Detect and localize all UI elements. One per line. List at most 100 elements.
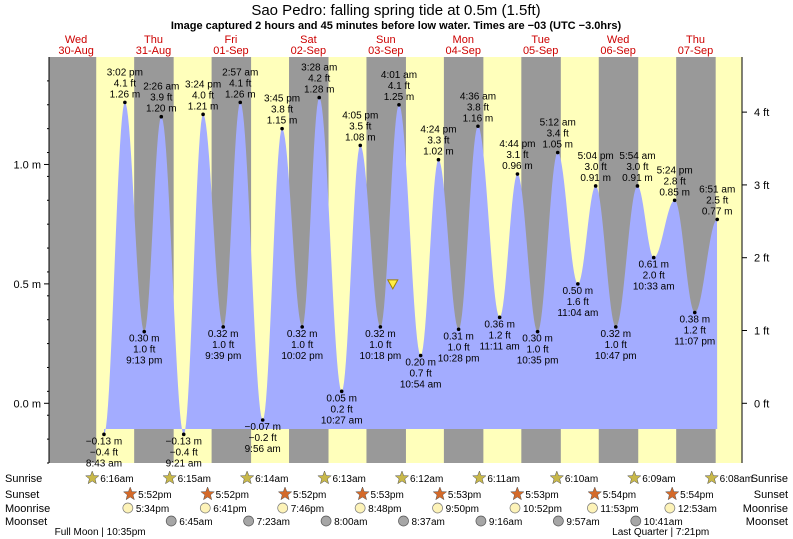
- tide-label: 10:28 pm: [438, 353, 480, 364]
- moonset-icon: [630, 515, 642, 527]
- tide-label: 3.9 ft: [150, 93, 172, 104]
- moonset-time: 7:23am: [257, 517, 290, 528]
- tide-label: 4:44 pm: [499, 139, 535, 150]
- tide-label: 10:47 pm: [595, 351, 637, 362]
- moonrise-icon: [509, 502, 521, 514]
- tide-label: 1.0 ft: [291, 340, 313, 351]
- almanac-label-right: Moonrise: [743, 503, 788, 515]
- tide-point: [593, 184, 598, 188]
- moonset-time: 9:16am: [489, 517, 522, 528]
- moonrise-time: 9:50pm: [446, 504, 479, 515]
- tide-point: [715, 217, 720, 222]
- tide-label: −0.4 ft: [90, 447, 118, 458]
- tide-label: 10:33 am: [633, 282, 675, 293]
- tide-point: [672, 198, 677, 203]
- day-name: Tue: [531, 34, 550, 46]
- moonset-time: 8:37am: [412, 517, 445, 528]
- sun-star-icon: [317, 470, 332, 485]
- day-date: 04-Sep: [446, 45, 481, 57]
- sun-star-icon: [200, 486, 215, 501]
- moonrise-icon: [199, 502, 211, 514]
- tide-label: 0.7 ft: [410, 369, 432, 380]
- plot-frame: 1.0 m 0.5 m 0.0 m 4 ft 3 ft 2 ft 1 ft 0 ft: [13, 57, 769, 464]
- sun-star-icon: [162, 470, 177, 485]
- tide-point: [535, 329, 540, 334]
- day-date: 30-Aug: [58, 45, 93, 57]
- tide-point: [260, 418, 265, 422]
- almanac-label-right: Sunset: [754, 489, 788, 501]
- sun-star-icon: [122, 486, 138, 501]
- tide-label: 0.32 m: [365, 329, 396, 340]
- tide-label: 6:51 am: [699, 184, 735, 195]
- tide-label: 0.38 m: [679, 315, 710, 326]
- tide-point: [635, 184, 640, 188]
- tide-label: 11:11 am: [480, 341, 520, 352]
- moonrise-icon: [122, 502, 134, 514]
- tide-point: [555, 150, 560, 155]
- tide-label: 1.02 m: [423, 147, 454, 158]
- tide-point: [397, 102, 401, 107]
- day-name: Wed: [607, 34, 629, 46]
- sun-star-icon: [394, 470, 410, 485]
- almanac-label-left: Sunset: [5, 489, 39, 501]
- tide-label: 5:24 pm: [657, 165, 693, 176]
- day-name: Thu: [144, 34, 163, 46]
- tide-label: 4.1 ft: [229, 78, 251, 89]
- tide-label: 9:21 am: [166, 458, 202, 469]
- tide-label: 1.26 m: [225, 89, 256, 100]
- tide-label: −0.2 ft: [249, 433, 277, 444]
- tide-point: [221, 325, 226, 329]
- moonrise-time: 10:52pm: [523, 504, 562, 515]
- almanac-label-left: Moonrise: [5, 503, 50, 515]
- tide-label: 1.25 m: [384, 92, 415, 103]
- sun-star-icon: [432, 486, 448, 501]
- tide-label: 2.8 ft: [664, 176, 686, 187]
- right-tick-label: 1 ft: [754, 326, 769, 338]
- sun-star-icon: [664, 486, 680, 501]
- sun-star-icon: [277, 486, 293, 501]
- tide-point: [692, 310, 697, 315]
- tide-point: [159, 114, 164, 119]
- tide-label: 4:24 pm: [420, 125, 456, 136]
- moonrise-icon: [664, 502, 676, 514]
- sunset-time: 5:54pm: [680, 490, 713, 501]
- tide-label: 8:43 am: [86, 458, 122, 469]
- tide-label: 1.15 m: [267, 116, 298, 127]
- tide-label: 5:12 am: [540, 118, 576, 129]
- tide-curve: [104, 97, 718, 435]
- moonrise-time: 5:34pm: [136, 504, 169, 515]
- sun-star-icon: [704, 470, 719, 485]
- tide-label: 0.32 m: [287, 329, 318, 340]
- tide-label: 9:13 pm: [126, 356, 162, 367]
- sunrise-time: 6:10am: [565, 474, 598, 485]
- tide-label: 0.05 m: [326, 393, 357, 404]
- tide-label: 1.0 ft: [447, 342, 469, 353]
- tide-label: 3.0 ft: [585, 162, 607, 173]
- tide-label: 10:18 pm: [360, 351, 402, 362]
- sunset-time: 5:52pm: [216, 490, 249, 501]
- tide-label: 1.0 ft: [605, 340, 627, 351]
- sun-star-icon: [587, 486, 603, 501]
- tide-point: [456, 327, 461, 332]
- tide-point: [280, 126, 284, 131]
- moonrise-icon: [277, 502, 289, 514]
- left-tick-label: 0.0 m: [13, 398, 41, 410]
- right-tick-label: 2 ft: [754, 253, 769, 265]
- tide-label: 0.32 m: [600, 329, 631, 340]
- tide-label: 4.1 ft: [388, 81, 410, 92]
- tide-label: 2.0 ft: [643, 271, 665, 282]
- moonset-time: 6:45am: [179, 517, 212, 528]
- tide-point: [436, 157, 441, 162]
- sunrise-time: 6:13am: [333, 474, 366, 485]
- tide-area: [104, 97, 718, 435]
- tide-label: 11:04 am: [557, 308, 598, 319]
- sunrise-time: 6:08am: [720, 474, 753, 485]
- sun-star-icon: [510, 486, 525, 501]
- sunset-time: 5:53pm: [370, 490, 403, 501]
- tide-label: 3.5 ft: [349, 121, 371, 132]
- tide-label: 1.08 m: [345, 132, 376, 143]
- moonrise-time: 8:48pm: [368, 504, 401, 515]
- tide-point: [300, 325, 304, 329]
- tide-label: 1.05 m: [542, 140, 573, 151]
